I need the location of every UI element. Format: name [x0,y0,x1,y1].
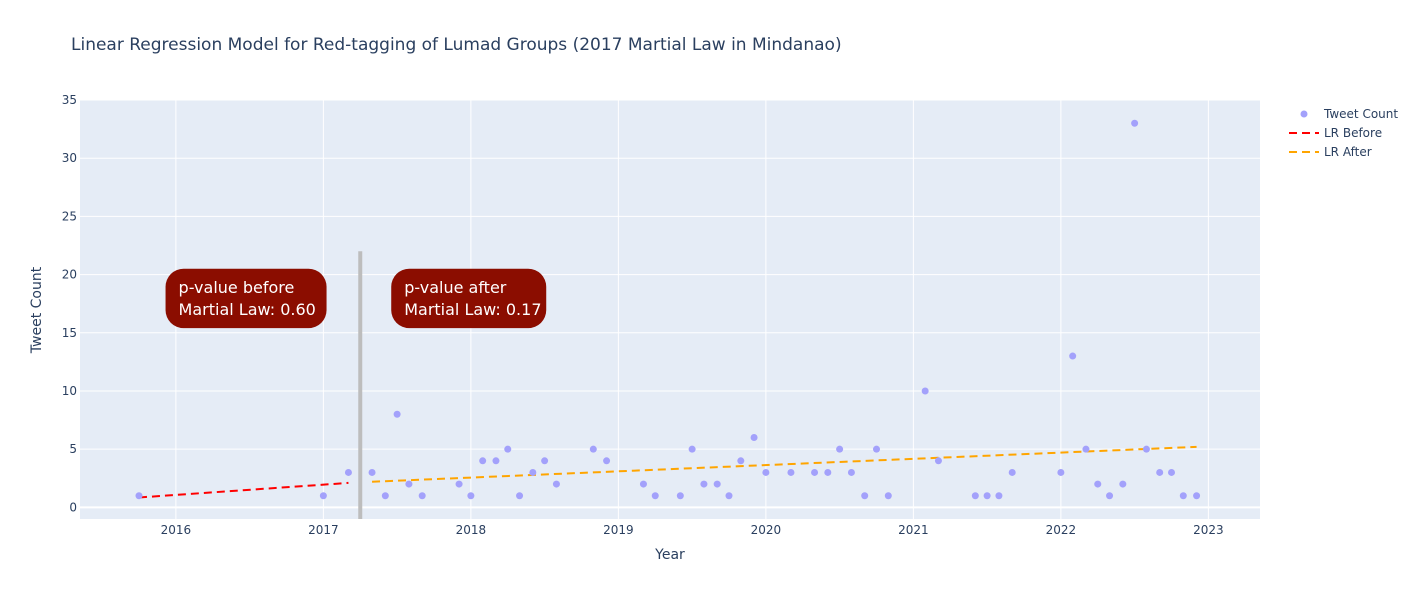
data-point [541,457,549,465]
annotation-background [165,268,327,329]
data-point [492,457,500,465]
data-point [1179,492,1187,500]
annotation-background [391,268,547,329]
data-point [344,468,352,476]
y-tick-label: 0 [69,500,77,514]
data-point [934,457,942,465]
annotation-box: p-value before Martial Law: 0.60 [165,268,327,329]
tweet-count-points [135,119,1201,500]
data-point [1193,492,1201,500]
data-point [393,410,401,418]
data-point [787,468,795,476]
annotation-line-1: p-value before [179,278,295,297]
annotation-box: p-value after Martial Law: 0.17 [391,268,547,329]
data-point [1094,480,1102,488]
x-tick-label: 2022 [1046,523,1077,537]
data-point [884,492,892,500]
lr-before-line [138,481,349,499]
data-point [651,492,659,500]
data-point [552,480,560,488]
x-tick-label: 2023 [1193,523,1224,537]
data-point [676,492,684,500]
data-point [479,457,487,465]
data-point [1057,468,1065,476]
x-tick-label: 2021 [898,523,929,537]
data-point [847,468,855,476]
annotations: p-value before Martial Law: 0.60 p-value a… [165,268,547,329]
data-point [983,492,991,500]
x-axis-label: Year [654,547,685,563]
data-point [873,445,880,453]
data-point [713,480,721,488]
legend: Tweet Count LR Before LR After [1289,107,1398,159]
x-tick-label: 2019 [603,523,634,537]
annotation-line-2: Martial Law: 0.17 [404,300,541,319]
y-tick-label: 20 [62,268,77,282]
chart-title: Linear Regression Model for Red-tagging … [71,35,842,55]
data-point [405,480,413,488]
x-tick-label: 2020 [751,523,782,537]
y-tick-label: 5 [69,442,77,456]
legend-marker [1300,110,1308,118]
data-point [467,492,475,500]
data-point [319,492,327,500]
data-point [861,492,869,500]
data-point [824,468,832,476]
data-point [1082,445,1090,453]
regression-lines [138,445,1197,499]
y-tick-label: 25 [62,209,77,223]
data-point [603,457,611,465]
legend-label: LR Before [1324,126,1382,140]
data-point [1131,119,1139,127]
data-point [504,445,512,453]
data-point [1142,445,1150,453]
data-point [762,468,770,476]
legend-label: Tweet Count [1323,107,1398,121]
y-tick-label: 30 [62,151,77,165]
annotation-line-2: Martial Law: 0.60 [179,300,316,319]
x-tick-label: 2016 [161,523,192,537]
data-point [1168,468,1175,476]
data-point [737,457,745,465]
y-tick-label: 10 [62,384,77,398]
data-point [418,492,426,500]
data-point [995,492,1003,500]
grid-lines [80,99,1260,519]
axis-ticks: 2016 2017 2018 2019 2020 2021 2022 2023 0 5 10 15 20… [62,93,1224,537]
legend-label: LR After [1324,145,1372,159]
data-point [1119,480,1127,488]
data-point [516,492,524,500]
data-point [971,492,979,500]
data-point [135,492,143,500]
x-tick-label: 2018 [456,523,487,537]
data-point [725,492,733,500]
data-point [1008,468,1016,476]
y-tick-label: 35 [62,93,77,107]
data-point [921,387,929,395]
data-point [836,445,844,453]
data-point [639,480,647,488]
y-axis-label: Tweet Count [29,266,45,354]
annotation-line-1: p-value after [404,278,507,297]
data-point [1069,352,1077,360]
x-tick-label: 2017 [308,523,339,537]
data-point [811,468,819,476]
data-point [1106,492,1114,500]
data-point [368,468,376,476]
data-point [1156,468,1164,476]
data-point [589,445,597,453]
data-point [455,480,463,488]
data-point [381,492,389,500]
data-point [700,480,708,488]
y-tick-label: 15 [62,326,77,340]
data-point [688,445,696,453]
data-point [750,434,758,442]
lr-after-line [372,445,1197,483]
data-point [529,468,537,476]
